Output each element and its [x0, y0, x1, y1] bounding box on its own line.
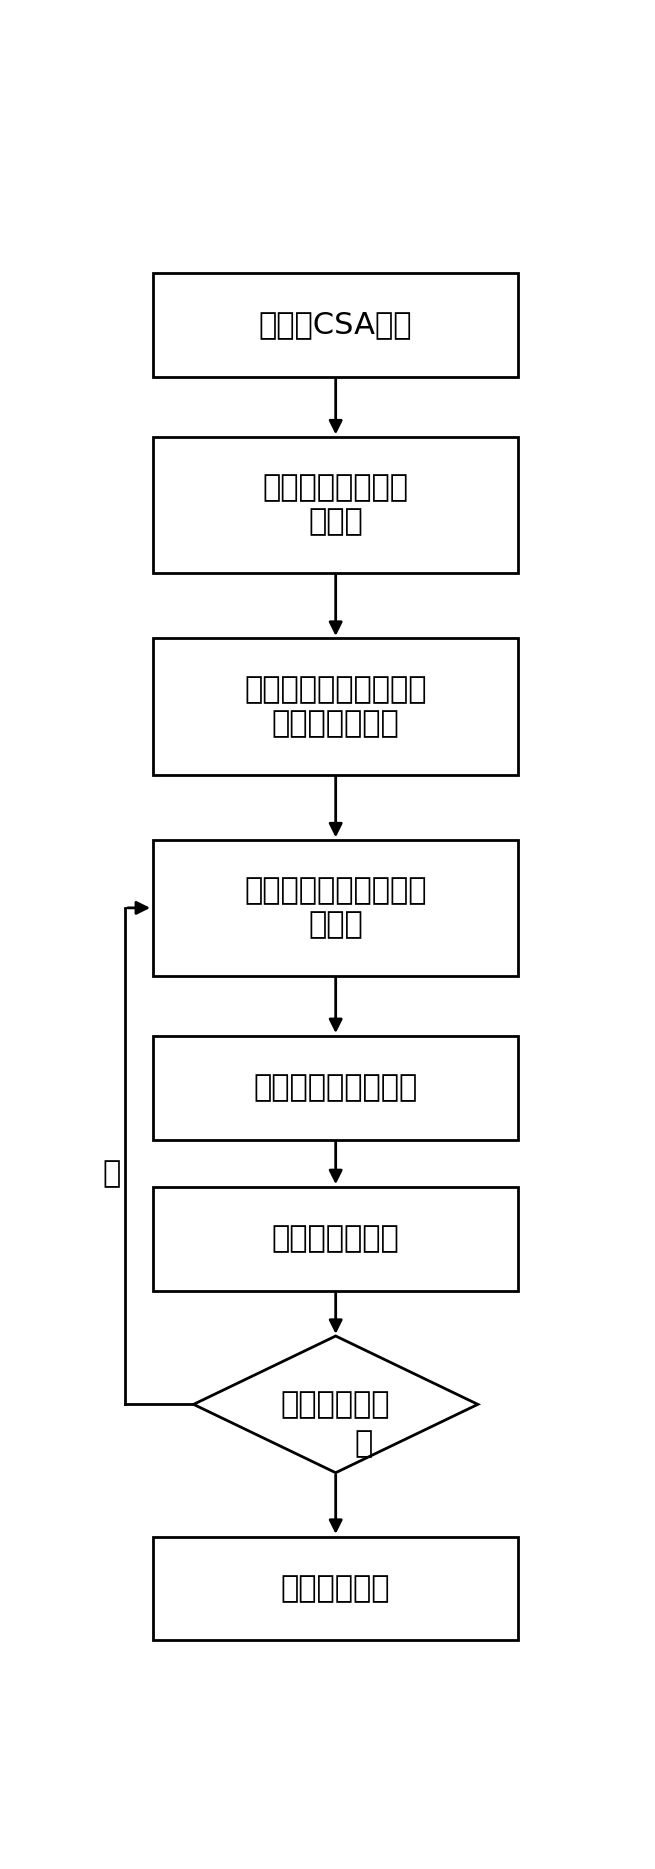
Bar: [153, 273, 519, 378]
Text: 输出最优位置: 输出最优位置: [281, 1574, 390, 1604]
Text: 更新乌鸦的记忆: 更新乌鸦的记忆: [272, 1224, 400, 1254]
Bar: [153, 1035, 519, 1140]
Bar: [153, 839, 519, 976]
Text: 达到终止准则: 达到终止准则: [281, 1391, 390, 1419]
Polygon shape: [194, 1336, 477, 1473]
Text: 否: 否: [102, 1159, 121, 1189]
Text: 根据乌鸦位置输入模型
并计算适应度值: 根据乌鸦位置输入模型 并计算适应度值: [244, 675, 427, 738]
Bar: [153, 637, 519, 776]
Text: 是: 是: [354, 1428, 373, 1458]
Text: 初始化CSA参数: 初始化CSA参数: [259, 310, 413, 340]
Text: 检查新位置的可行性: 检查新位置的可行性: [253, 1073, 418, 1103]
Bar: [153, 1187, 519, 1291]
Text: 初始化乌鸦的位置
和记忆: 初始化乌鸦的位置 和记忆: [263, 473, 409, 536]
Bar: [153, 1536, 519, 1641]
Text: 产生新的位置并计算适
应度值: 产生新的位置并计算适 应度值: [244, 877, 427, 938]
Bar: [153, 437, 519, 574]
